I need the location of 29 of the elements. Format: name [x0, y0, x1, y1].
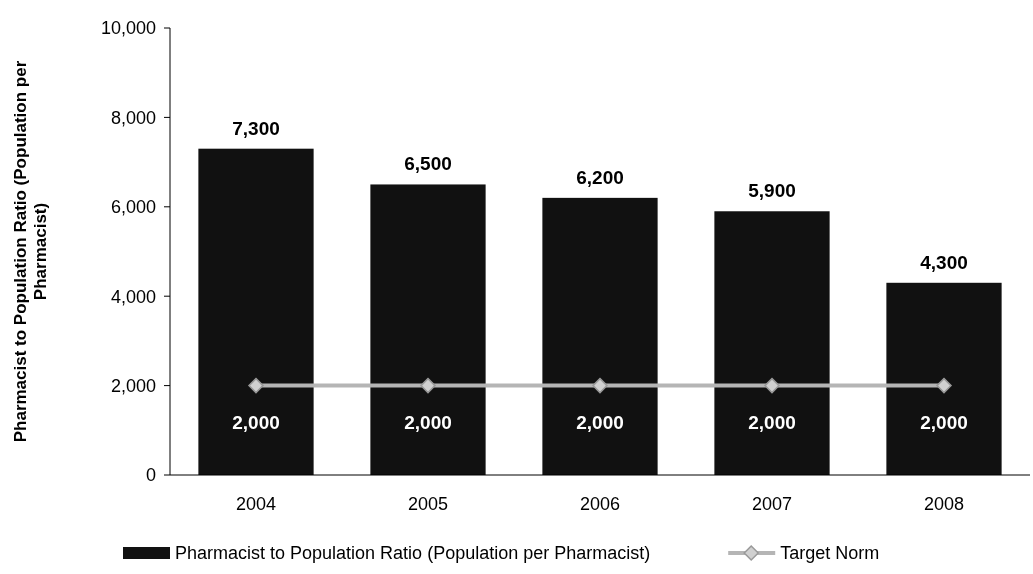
y-tick-label: 0: [145, 465, 156, 486]
x-tick-label: 2005: [407, 494, 449, 514]
data-label: 6,200: [576, 166, 624, 188]
legend-label: Target Norm: [780, 543, 880, 564]
y-tick-label: 8,000: [110, 107, 156, 128]
bar: [886, 282, 1002, 475]
bar: [714, 211, 830, 475]
y-tick-label: 10,000: [100, 18, 156, 39]
bar: [370, 184, 486, 475]
legend-label: Pharmacist to Population Ratio (Population per Pharmacist): [175, 543, 651, 564]
data-label: 2,000: [920, 411, 968, 433]
x-tick-label: 2008: [923, 494, 965, 514]
bar: [542, 197, 658, 475]
x-tick-label: 2004: [235, 494, 277, 514]
y-tick-label: 2,000: [110, 375, 156, 396]
data-label: 7,300: [232, 117, 280, 139]
y-axis-title: Pharmacist to Population Ratio (Population per Pharmacist): [11, 60, 50, 443]
x-tick-label: 2007: [751, 494, 793, 514]
data-label: 6,500: [404, 153, 452, 175]
data-label: 4,300: [920, 251, 968, 273]
bar: [198, 148, 314, 475]
data-label: 2,000: [576, 411, 624, 433]
data-label: 2,000: [748, 411, 796, 433]
data-label: 5,900: [748, 180, 796, 202]
y-tick-label: 6,000: [110, 197, 156, 218]
data-label: 2,000: [232, 411, 280, 433]
x-tick-label: 2006: [579, 494, 621, 514]
y-tick-label: 4,000: [110, 286, 156, 307]
data-label: 2,000: [404, 411, 452, 433]
